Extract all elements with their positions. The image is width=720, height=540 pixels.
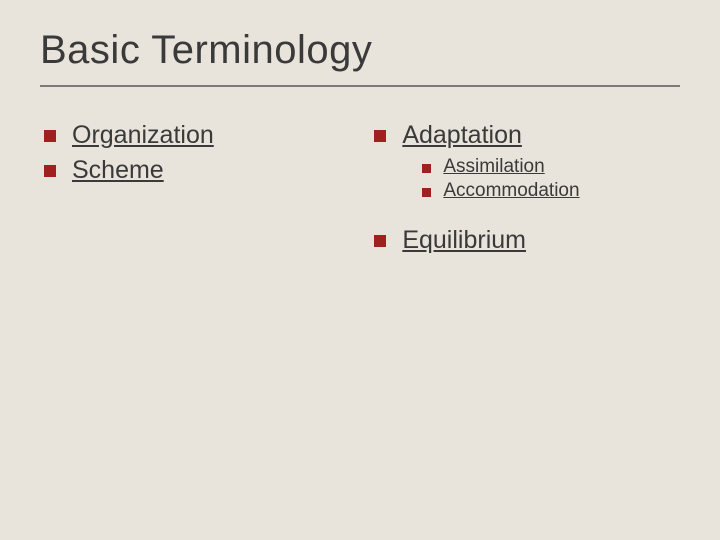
spacer	[370, 204, 680, 226]
list-item: Organization	[40, 121, 330, 150]
slide-title: Basic Terminology	[40, 28, 680, 73]
left-column: Organization Scheme	[40, 121, 330, 261]
item-label: Equilibrium	[402, 226, 526, 255]
square-bullet-icon	[422, 164, 431, 173]
subitem-label: Accommodation	[443, 180, 579, 202]
item-label: Adaptation	[402, 121, 522, 150]
item-label: Scheme	[72, 156, 164, 185]
square-bullet-icon	[422, 188, 431, 197]
square-bullet-icon	[44, 130, 56, 142]
list-subitem: Assimilation	[422, 156, 680, 178]
item-label: Organization	[72, 121, 214, 150]
slide: Basic Terminology Organization Scheme Ad…	[0, 0, 720, 540]
square-bullet-icon	[44, 165, 56, 177]
list-item: Scheme	[40, 156, 330, 185]
square-bullet-icon	[374, 130, 386, 142]
content-columns: Organization Scheme Adaptation Assimilat…	[40, 121, 680, 261]
list-subitem: Accommodation	[422, 180, 680, 202]
square-bullet-icon	[374, 235, 386, 247]
list-item: Adaptation	[370, 121, 680, 150]
title-underline	[40, 85, 680, 87]
right-column: Adaptation Assimilation Accommodation Eq…	[370, 121, 680, 261]
subitem-label: Assimilation	[443, 156, 544, 178]
list-item: Equilibrium	[370, 226, 680, 255]
